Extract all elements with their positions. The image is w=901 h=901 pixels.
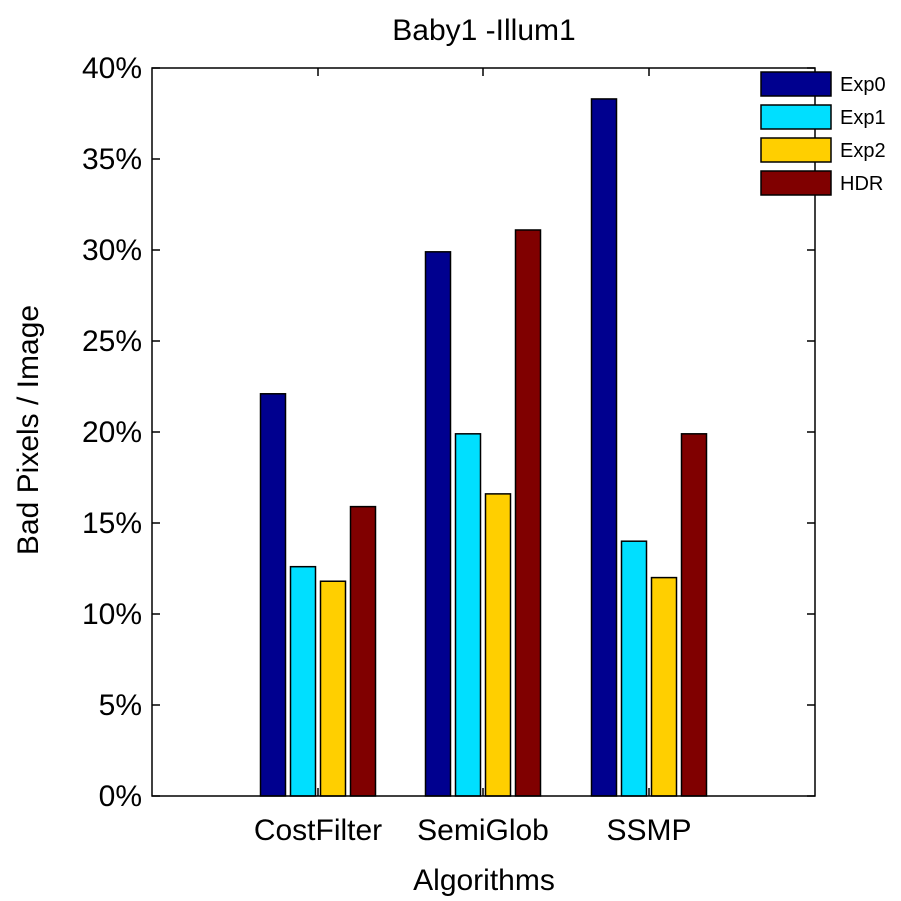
bar-exp2-costfilter [319, 580, 347, 797]
y-tick-label: 5% [99, 689, 142, 722]
y-axis-label: Bad Pixels / Image [12, 305, 45, 555]
y-tick-label: 30% [82, 234, 142, 267]
x-category-label: SemiGlob [417, 814, 549, 847]
legend: Exp0 Exp1 Exp2 HDR [760, 71, 886, 196]
plot-frame [151, 67, 816, 797]
y-tick-label: 35% [82, 143, 142, 176]
bar-hdr-semiglob [514, 229, 542, 797]
legend-label-hdr: HDR [840, 173, 883, 195]
legend-swatch-exp1 [760, 104, 832, 130]
bar-exp0-ssmp [590, 98, 618, 797]
bar-hdr-costfilter [349, 505, 377, 797]
y-tick-label: 0% [99, 780, 142, 813]
y-tick-label: 15% [82, 507, 142, 540]
bar-exp1-semiglob [454, 433, 482, 797]
bar-exp0-semiglob [424, 251, 452, 797]
x-category-label: SSMP [606, 814, 691, 847]
y-tick-label: 25% [82, 325, 142, 358]
x-axis-categories: CostFilter SemiGlob SSMP [254, 68, 692, 847]
chart-title: Baby1 -Illum1 [392, 14, 575, 47]
y-tick-label: 20% [82, 416, 142, 449]
bar-exp2-ssmp [650, 576, 678, 797]
legend-swatch-hdr [760, 170, 832, 196]
legend-label-exp0: Exp0 [840, 74, 886, 96]
legend-swatch-exp2 [760, 137, 832, 163]
legend-label-exp2: Exp2 [840, 140, 886, 162]
bar-exp0-costfilter [259, 393, 287, 797]
x-category-label: CostFilter [254, 814, 382, 847]
bar-exp1-costfilter [289, 565, 317, 797]
legend-swatch-exp0 [760, 71, 832, 97]
y-tick-label: 40% [82, 52, 142, 85]
y-tick-label: 10% [82, 598, 142, 631]
y-axis-ticks: 0% 5% 10% 15% 20% 25% 30% 35% 40% [82, 52, 815, 813]
bars-group [259, 98, 708, 797]
legend-label-exp1: Exp1 [840, 107, 886, 129]
bar-exp2-semiglob [484, 493, 512, 797]
x-axis-label: Algorithms [413, 864, 555, 897]
bar-exp1-ssmp [620, 540, 648, 797]
bar-hdr-ssmp [680, 433, 708, 797]
